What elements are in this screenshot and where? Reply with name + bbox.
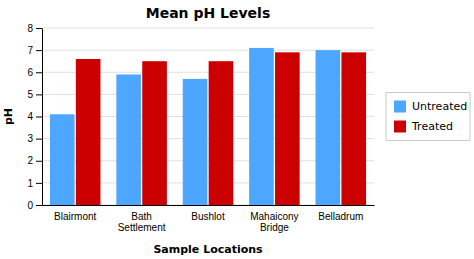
y-axis: 0 1 2 3 4 5 6 7 8 (27, 23, 42, 211)
legend-swatch (394, 121, 406, 133)
y-tick-label: 3 (27, 133, 33, 144)
y-tick: 0 (27, 200, 42, 211)
legend-label: Untreated (412, 100, 467, 113)
bar (316, 50, 341, 205)
y-tick: 8 (27, 23, 42, 34)
x-tick-label: MahaiconyBridge (250, 211, 298, 233)
y-tick: 6 (27, 67, 42, 78)
y-tick-mark (36, 72, 42, 73)
y-tick-mark (36, 205, 42, 206)
bar (116, 74, 141, 205)
x-tick-label-line: Bath (131, 211, 152, 222)
bar (183, 79, 208, 205)
y-tick-label: 6 (27, 67, 33, 78)
y-axis-line (42, 29, 43, 206)
y-tick-label: 5 (27, 89, 33, 100)
legend-swatch (394, 101, 406, 113)
bar-series (76, 52, 366, 205)
x-tick: BathSettlement (118, 211, 166, 233)
bar-series (50, 48, 340, 205)
y-tick-mark (36, 117, 42, 118)
y-tick-mark (36, 183, 42, 184)
plot: 0 1 2 3 4 5 6 7 8 Blairmont BathSettlement Bushlot M… (27, 23, 374, 233)
x-tick: Blairmont (54, 211, 96, 222)
x-tick-label: Blairmont (54, 211, 96, 222)
legend-item: Treated (394, 120, 453, 133)
legend-item: Untreated (394, 100, 467, 113)
x-tick-label-line: Bridge (260, 222, 289, 233)
y-tick-label: 0 (27, 200, 33, 211)
title: Mean pH Levels (146, 5, 271, 21)
y-tick-label: 1 (27, 178, 33, 189)
x-tick-label-line: Belladrum (318, 211, 363, 222)
y-tick: 3 (27, 133, 42, 144)
y-tick-mark (36, 28, 42, 29)
y-tick-mark (36, 161, 42, 162)
y-tick-mark (36, 139, 42, 140)
bar (76, 59, 101, 205)
legend: Untreated Treated (386, 93, 470, 141)
bar (249, 48, 274, 205)
legend-label: Treated (411, 120, 453, 133)
x-tick-label-line: Bushlot (191, 211, 225, 222)
bar (341, 52, 366, 205)
y-tick-label: 4 (27, 111, 33, 122)
x-tick: Bushlot (191, 211, 225, 222)
x-tick-label-line: Blairmont (54, 211, 96, 222)
y-tick: 4 (27, 111, 42, 122)
y-tick: 7 (27, 45, 42, 56)
y-tick-mark (36, 94, 42, 95)
x-tick-label: Belladrum (318, 211, 363, 222)
x-tick-label-line: Settlement (118, 222, 166, 233)
legend-frame (386, 93, 470, 141)
y-tick-label: 8 (27, 23, 33, 34)
chart: 0 1 2 3 4 5 6 7 8 Blairmont BathSettlement Bushlot M… (0, 0, 474, 259)
y-tick-label: 7 (27, 45, 33, 56)
x-tick-label-line: Mahaicony (250, 211, 298, 222)
grid (42, 28, 374, 205)
grid-line (42, 28, 374, 29)
bar (209, 61, 234, 205)
y-tick-mark (36, 50, 42, 51)
x-tick: MahaiconyBridge (250, 211, 298, 233)
x-axis: BlairmontBathSettlementBushlotMahaiconyB… (43, 206, 375, 234)
y-tick: 1 (27, 178, 42, 189)
bars (50, 48, 366, 205)
y-tick: 5 (27, 89, 42, 100)
y-tick: 2 (27, 155, 42, 166)
x-tick-label: BathSettlement (118, 211, 166, 233)
y-tick-label: 2 (27, 155, 33, 166)
x-tick: Belladrum (318, 211, 363, 222)
bar (275, 52, 300, 205)
x-tick-label: Bushlot (191, 211, 225, 222)
bar (50, 114, 75, 205)
x-axis-title: Sample Locations (153, 243, 263, 256)
y-axis-title: pH (2, 108, 15, 125)
x-axis-line (43, 205, 375, 206)
bar (142, 61, 167, 205)
